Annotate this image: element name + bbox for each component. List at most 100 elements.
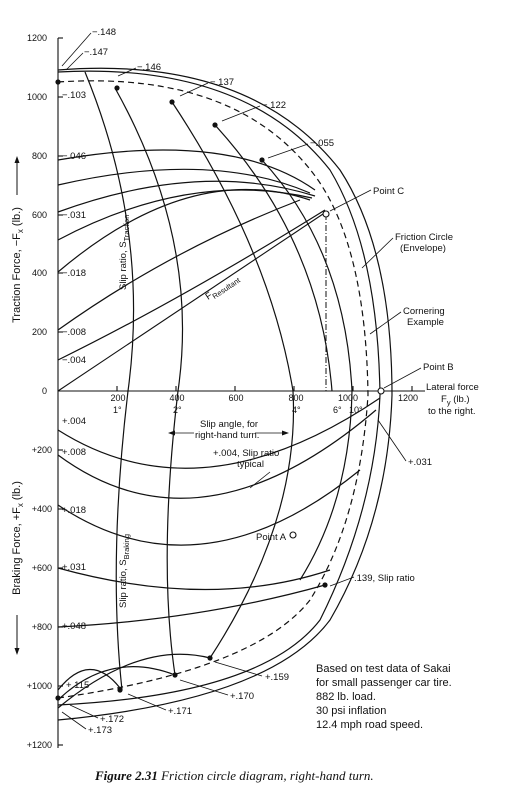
- slip-ratio-braking-label: Slip ratio, SBraking: [118, 534, 131, 608]
- cornering-example-circle: [57, 80, 369, 699]
- svg-text:for small passenger car tire.: for small passenger car tire.: [316, 677, 452, 689]
- point-b-label: Point B: [423, 362, 454, 373]
- x-tick-label: 1200: [398, 393, 418, 403]
- svg-text:Lateral force: Lateral force: [426, 382, 479, 393]
- slip-angle-label: 2°: [173, 405, 182, 415]
- svg-text:Slip ratio, STraction: Slip ratio, STraction: [118, 215, 131, 290]
- y-tick-label: 800: [32, 151, 47, 161]
- svg-text:Figure 2.31 Friction circle di: Figure 2.31 Friction circle diagram, rig…: [94, 768, 374, 783]
- slip-angle-curve-6deg: [214, 124, 333, 392]
- traction-slip-labels: −.148 −.147 −.146 −.137 −.122 −.055 −.10…: [61, 27, 334, 366]
- curves: [57, 67, 393, 721]
- slip-angle-note: right-hand turn.: [195, 430, 259, 441]
- braking-curve: [57, 397, 381, 469]
- slip-label: −.103: [62, 90, 86, 101]
- slip-label: +.008: [62, 447, 86, 458]
- slip-angle-label: 10°: [349, 405, 363, 415]
- slip-angle-note: Slip angle, for: [200, 419, 258, 430]
- data-points: [55, 79, 328, 701]
- svg-text:Traction Force, −Fx (lb.): Traction Force, −Fx (lb.): [11, 207, 25, 323]
- y-axis-title-traction: Traction Force, −Fx (lb.): [11, 207, 25, 323]
- point-a-marker: [289, 531, 297, 539]
- slip-label: −.031: [62, 210, 86, 221]
- slip-label: +.031: [62, 562, 86, 573]
- open-points: [289, 210, 385, 539]
- y-tick-label: 1000: [27, 92, 47, 102]
- slip-angle-label: 1°: [113, 405, 122, 415]
- point-c-marker: [322, 210, 330, 218]
- traction-curve: [57, 209, 326, 361]
- friction-circle-outer: [57, 67, 393, 721]
- slip-label: +.159: [265, 672, 289, 683]
- slip-angle-curve-1deg: [84, 71, 135, 691]
- traction-curve: [57, 168, 311, 194]
- slip-label: +.170: [230, 691, 254, 702]
- y-tick-label: +1200: [27, 740, 52, 750]
- slip-angle-curve-4deg: [171, 101, 295, 659]
- braking-curve: [57, 409, 377, 499]
- svg-text:FResultant: FResultant: [204, 272, 243, 304]
- slip-ratio-traction-label: Slip ratio, STraction: [118, 215, 131, 290]
- slip-label: −.146: [137, 62, 161, 73]
- traction-curve: [57, 180, 316, 213]
- svg-text:Fy (lb.): Fy (lb.): [441, 394, 470, 407]
- cornering-example-label: Cornering: [403, 306, 445, 317]
- slip-label: −.148: [92, 27, 116, 38]
- slip-label: +.004: [62, 416, 86, 427]
- slip-label: −.147: [84, 47, 108, 58]
- braking-curve: [57, 668, 121, 691]
- slip-label: +.031: [408, 457, 432, 468]
- slip-label: +.171: [168, 706, 192, 717]
- traction-curve: [57, 149, 316, 191]
- slip-angle-curve-2deg: [114, 87, 184, 676]
- slip-label: −.055: [310, 138, 334, 149]
- slip-label: −.137: [210, 77, 234, 88]
- resultant-line: [57, 211, 327, 392]
- typical-slip-note: +.004, Slip ratio: [213, 448, 279, 459]
- x-tick-labels: 200 400 600 800 1000 1200: [110, 393, 418, 403]
- slip-label: +.173: [88, 725, 112, 736]
- resultant-label: FResultant: [204, 272, 243, 304]
- slip-angle-labels: 1° 2° 4° 6° 10°: [113, 405, 363, 415]
- slip-angle-curve-10deg: [261, 159, 353, 581]
- y-tick-label: 600: [32, 210, 47, 220]
- point-a-label: Point A: [256, 532, 287, 543]
- y-axis-title-braking: Braking Force, +Fx (lb.): [11, 481, 25, 595]
- annotations: Point C Point B Point A Friction Circle …: [118, 186, 454, 608]
- x-tick-label: 600: [228, 393, 243, 403]
- slip-label: −.122: [262, 100, 286, 111]
- y-tick-labels: 1200 1000 800 600 400 200 0 +200 +400 +6…: [27, 33, 52, 750]
- braking-curve: [57, 584, 326, 628]
- friction-circle-label: (Envelope): [400, 243, 446, 254]
- point-b-marker: [377, 387, 385, 395]
- point-c-label: Point C: [373, 186, 404, 197]
- slip-label: +.048: [62, 621, 86, 632]
- slip-label: −.004: [62, 355, 86, 366]
- traction-curve: [57, 199, 301, 331]
- svg-text:12.4 mph road speed.: 12.4 mph road speed.: [316, 719, 423, 731]
- slip-label: −.018: [62, 268, 86, 279]
- svg-text:to the right.: to the right.: [428, 406, 476, 417]
- braking-curve: [57, 567, 331, 591]
- x-tick-label: 1000: [338, 393, 358, 403]
- x-tick-label: 200: [110, 393, 125, 403]
- y-tick-label: +800: [32, 622, 52, 632]
- y-tick-label: +600: [32, 563, 52, 573]
- slip-label: +.172: [100, 714, 124, 725]
- traction-curve: [57, 189, 313, 241]
- slip-label: +.115: [66, 680, 89, 691]
- y-tick-label: 400: [32, 268, 47, 278]
- typical-slip-note: typical: [237, 459, 264, 470]
- slip-angle-label: 6°: [333, 405, 342, 415]
- slip-label: +.018: [62, 505, 86, 516]
- slip-139-note: .139, Slip ratio: [354, 573, 415, 584]
- slip-angle-label: 4°: [292, 405, 301, 415]
- friction-circle-label: Friction Circle: [395, 232, 453, 243]
- cornering-example-label: Example: [407, 317, 444, 328]
- x-tick-label: 800: [288, 393, 303, 403]
- svg-text:Braking Force, +Fx (lb.): Braking Force, +Fx (lb.): [11, 481, 25, 595]
- friction-circle-inner: [57, 70, 381, 706]
- y-tick-label: 1200: [27, 33, 47, 43]
- svg-text:Slip ratio, SBraking: Slip ratio, SBraking: [118, 534, 131, 608]
